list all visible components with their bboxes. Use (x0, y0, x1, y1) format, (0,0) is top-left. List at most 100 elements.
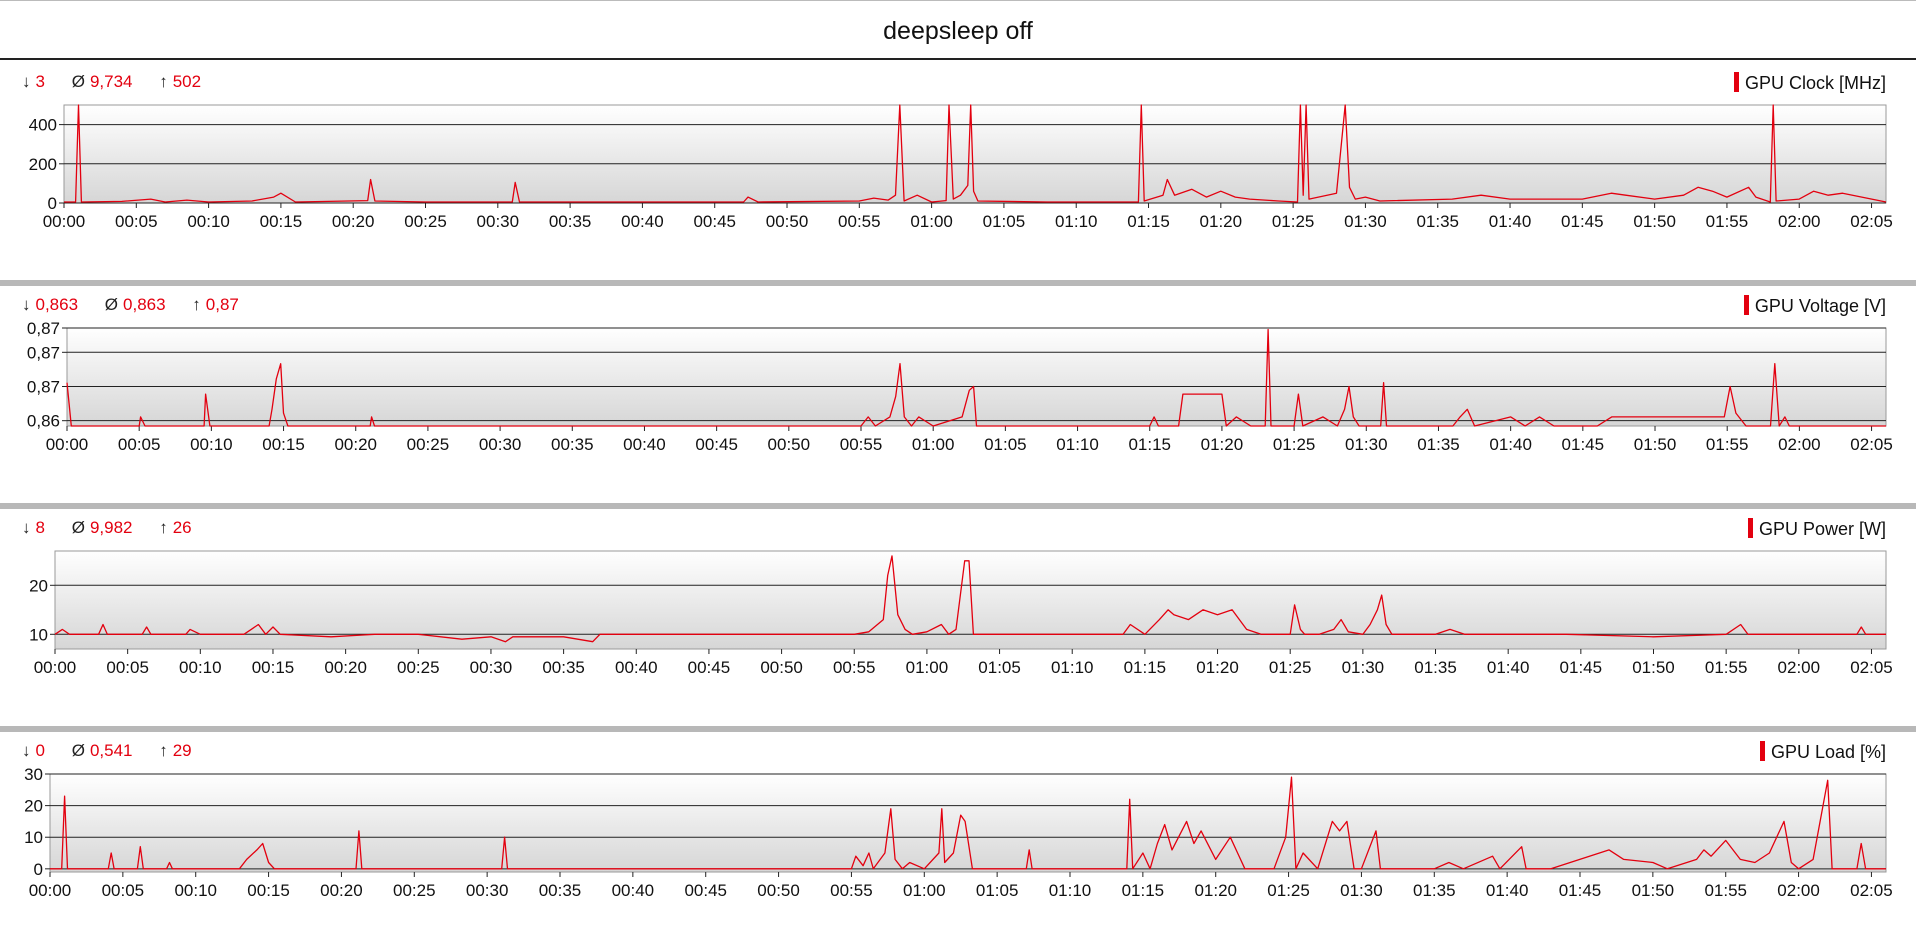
y-tick-label: 0,87 (27, 343, 60, 362)
y-tick-label: 30 (24, 765, 43, 784)
min-arrow-icon: ↓ (22, 741, 31, 760)
x-tick-label: 00:05 (118, 435, 161, 451)
series-line (66, 328, 1886, 427)
chart-plot: 10 20 00:00 00:05 00:10 00:15 00:20 00:25 00:30 0… (29, 550, 1893, 674)
y-tick-label: 10 (29, 625, 48, 644)
stat-min: 3 (35, 72, 45, 91)
x-tick-label: 02:00 (1777, 881, 1820, 897)
x-tick-label: 01:10 (1055, 212, 1098, 228)
stat-max: 502 (172, 72, 202, 91)
max-arrow-icon: ↑ (159, 741, 168, 760)
x-tick-label: 01:05 (983, 212, 1026, 228)
x-tick-label: 01:45 (1559, 881, 1602, 897)
x-tick-label: 00:35 (549, 212, 592, 228)
x-tick-label: 00:05 (102, 881, 145, 897)
stat-avg: 9,982 (89, 518, 133, 537)
x-tick-label: 00:45 (688, 658, 731, 674)
x-tick-label: 00:00 (34, 658, 77, 674)
x-tick-label: 00:40 (612, 881, 655, 897)
plot-area (66, 327, 1887, 427)
min-arrow-icon: ↓ (22, 295, 31, 314)
x-tick-label: 01:15 (1124, 658, 1167, 674)
chart-title: GPU Voltage [V] (1743, 295, 1886, 317)
x-tick-label: 01:10 (1051, 658, 1094, 674)
page-title: deepsleep off (883, 17, 1033, 45)
x-tick-label: 00:30 (477, 212, 520, 228)
y-tick-label: 20 (29, 576, 48, 595)
x-tick-label: 00:40 (621, 212, 664, 228)
stat-avg: 0,863 (123, 295, 166, 314)
x-tick-label: 01:55 (1705, 658, 1748, 674)
x-tick-label: 00:20 (324, 658, 367, 674)
chart-title-text: GPU Power [W] (1758, 519, 1886, 539)
x-tick-label: 00:00 (46, 435, 89, 451)
x-tick-label: 00:45 (693, 212, 736, 228)
series-color-swatch (1759, 741, 1765, 761)
stat-min: 8 (35, 518, 45, 537)
chart-plot: 0 10 20 30 00:00 00:05 00:10 00:15 00:20 00:25 00:… (24, 765, 1893, 897)
y-tick-label: 10 (24, 828, 43, 847)
x-tick-label: 01:50 (1632, 881, 1675, 897)
x-tick-label: 01:00 (903, 881, 946, 897)
x-tick-label: 02:05 (1850, 881, 1893, 897)
x-tick-label: 01:25 (1273, 435, 1316, 451)
panel-separator (0, 726, 1916, 732)
x-tick-label: 00:15 (247, 881, 290, 897)
x-tick-label: 00:30 (479, 435, 522, 451)
series-line (54, 555, 1886, 643)
x-tick-label: 01:40 (1489, 435, 1532, 451)
x-tick-label: 00:50 (757, 881, 800, 897)
stat-avg: 0,541 (89, 741, 133, 760)
x-tick-label: 00:30 (470, 658, 513, 674)
x-tick-label: 00:25 (404, 212, 447, 228)
stats-row: ↓ 0,863 Ø 0,863 ↑ 0,87 (22, 295, 261, 315)
series-color-swatch (1733, 72, 1739, 92)
stats-row: ↓ 3 Ø 9,734 ↑ 502 (22, 72, 223, 92)
chart-panel-gpu-clock: ↓ 3 Ø 9,734 ↑ 502 GPU Clock [MHz] 0 200 400 00… (0, 60, 1916, 228)
x-tick-label: 01:05 (976, 881, 1019, 897)
panel-separator (0, 280, 1916, 286)
plot-area (63, 104, 1887, 204)
x-tick-label: 01:00 (912, 435, 955, 451)
x-tick-label: 01:15 (1128, 435, 1171, 451)
average-icon: Ø (71, 72, 85, 91)
x-tick-label: 00:10 (187, 212, 230, 228)
stat-min: 0 (35, 741, 45, 760)
x-tick-label: 01:20 (1196, 658, 1239, 674)
x-tick-label: 01:00 (906, 658, 949, 674)
x-tick-label: 02:05 (1850, 658, 1893, 674)
max-arrow-icon: ↑ (159, 72, 168, 91)
x-tick-label: 01:10 (1049, 881, 1092, 897)
x-tick-label: 00:55 (830, 881, 873, 897)
max-arrow-icon: ↑ (159, 518, 168, 537)
x-tick-label: 00:10 (179, 658, 222, 674)
x-tick-label: 01:50 (1634, 435, 1677, 451)
x-tick-label: 00:40 (623, 435, 666, 451)
series-color-swatch (1747, 518, 1753, 538)
plot-area (54, 550, 1887, 650)
x-tick-label: 01:35 (1417, 435, 1460, 451)
x-tick-label: 00:35 (542, 658, 585, 674)
chart-title: GPU Clock [MHz] (1733, 72, 1886, 94)
x-tick-label: 02:05 (1850, 435, 1893, 451)
x-tick-label: 00:55 (838, 212, 881, 228)
y-tick-label: 0,86 (27, 412, 60, 431)
x-tick-label: 00:25 (393, 881, 436, 897)
x-tick-label: 01:00 (910, 212, 953, 228)
average-icon: Ø (104, 295, 119, 314)
y-tick-label: 200 (29, 155, 57, 174)
x-tick-label: 01:40 (1486, 881, 1529, 897)
x-tick-label: 00:00 (29, 881, 72, 897)
x-tick-label: 01:25 (1272, 212, 1315, 228)
average-icon: Ø (71, 518, 85, 537)
x-tick-label: 01:30 (1345, 435, 1388, 451)
x-tick-label: 00:20 (332, 212, 375, 228)
x-tick-label: 00:55 (840, 435, 883, 451)
x-tick-label: 00:05 (115, 212, 158, 228)
x-tick-label: 01:50 (1633, 212, 1676, 228)
y-tick-label: 20 (24, 797, 43, 816)
x-tick-label: 00:20 (334, 435, 377, 451)
x-tick-label: 01:15 (1122, 881, 1165, 897)
chart-title: GPU Load [%] (1759, 741, 1886, 763)
series-line (50, 776, 1886, 870)
